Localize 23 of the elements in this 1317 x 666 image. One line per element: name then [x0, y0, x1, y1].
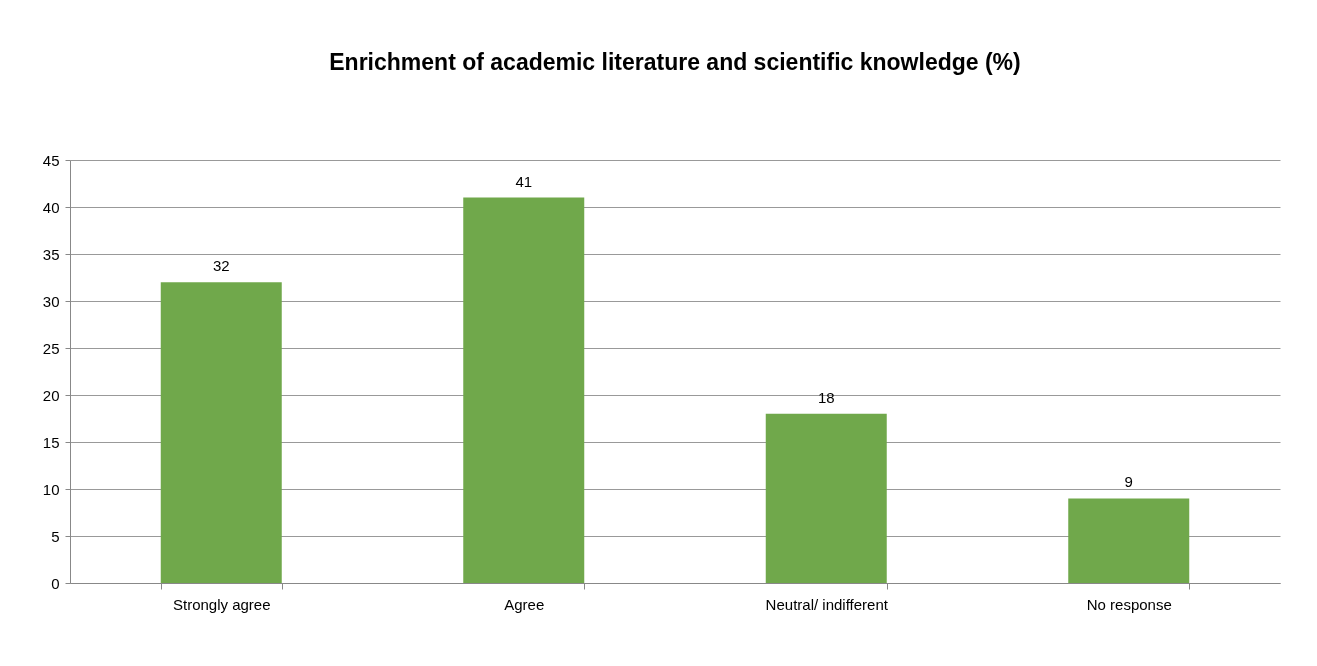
bar — [765, 413, 887, 583]
y-tick-label: 35 — [42, 245, 60, 263]
y-tick-label: 20 — [42, 386, 60, 404]
bar — [160, 282, 282, 583]
data-label: 41 — [515, 172, 533, 190]
data-label: 9 — [1124, 473, 1133, 491]
y-tick-label: 10 — [42, 480, 60, 498]
y-tick-label: 5 — [51, 527, 60, 545]
y-tick-label: 45 — [42, 151, 60, 169]
y-tick-label: 30 — [42, 292, 60, 310]
chart-title: Enrichment of academic literature and scientific knowledge (%) — [329, 49, 1021, 75]
data-label: 32 — [212, 257, 230, 275]
x-tick-label: Agree — [504, 595, 545, 613]
x-tick-label: No response — [1086, 595, 1172, 613]
x-tick-label: Strongly agree — [172, 595, 271, 613]
data-label: 18 — [817, 388, 835, 406]
x-tick-label: Neutral/ indifferent — [765, 595, 889, 613]
bar — [463, 197, 585, 583]
y-tick-label: 40 — [42, 198, 60, 216]
y-tick-label: 15 — [42, 433, 60, 451]
y-tick-label: 25 — [42, 339, 60, 357]
y-tick-label: 0 — [51, 574, 60, 592]
bar — [1068, 498, 1190, 583]
